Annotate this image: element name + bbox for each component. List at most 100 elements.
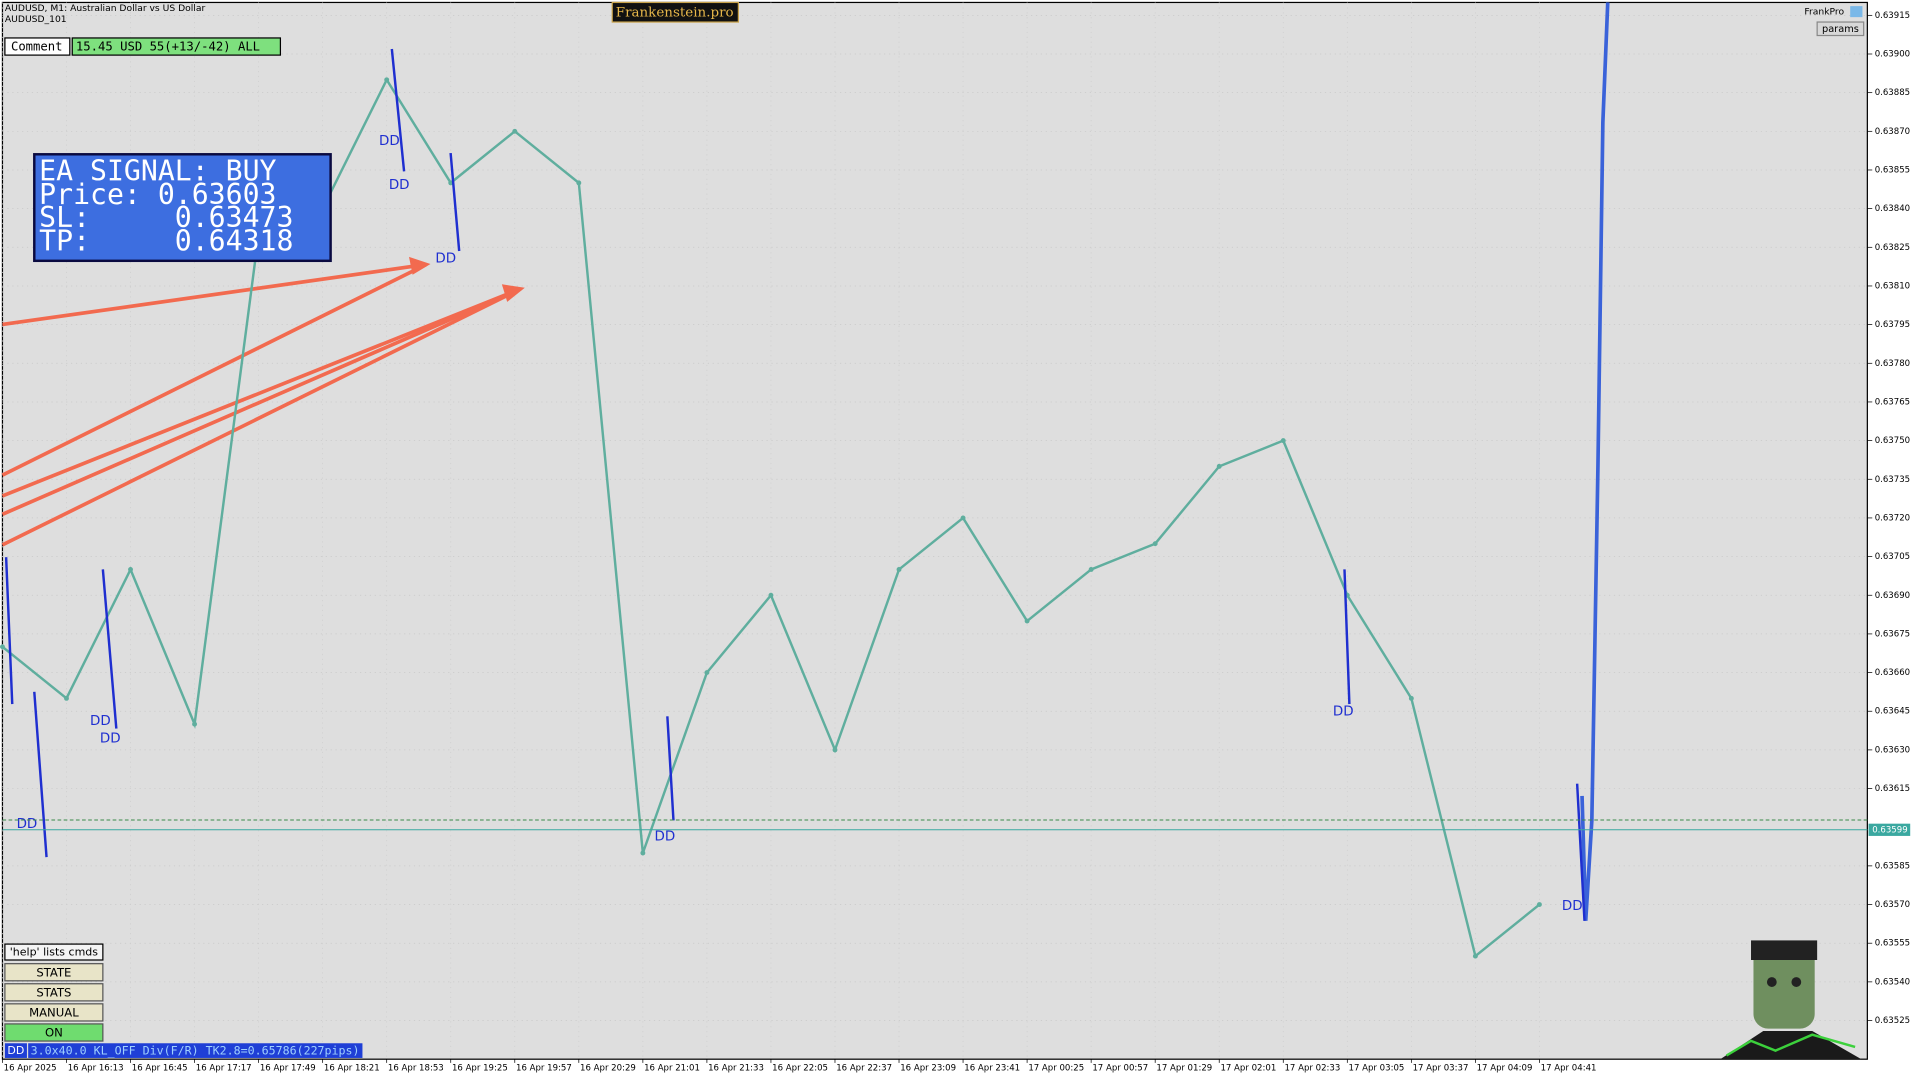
price-point (64, 695, 69, 701)
account-name: FrankPro (1804, 7, 1844, 18)
x-tick-label: 16 Apr 22:37 (836, 1063, 892, 1073)
status-tag: DD (7, 1044, 24, 1057)
comment-value-box (71, 37, 282, 56)
x-tick-label: 17 Apr 04:41 (1541, 1063, 1597, 1073)
y-tick-label: 0.63675 (1875, 629, 1910, 639)
y-tick-label: 0.63660 (1875, 668, 1910, 678)
template-name: AUDUSD_101 (5, 14, 67, 25)
price-point (1088, 567, 1094, 572)
x-tick-label: 16 Apr 19:57 (516, 1063, 572, 1073)
dd-markers (4, 48, 1586, 921)
y-tick-label: 0.63885 (1875, 88, 1910, 98)
y-tick-label: 0.63540 (1875, 977, 1910, 987)
current-price-tag (1868, 823, 1911, 836)
price-point (960, 515, 966, 521)
price-point (1472, 953, 1478, 959)
status-text: 3.0x40.0 KL_OFF Div(F/R) TK2.8=0.65786(2… (31, 1044, 360, 1058)
signal-line: Price: 0.63603 (39, 178, 276, 211)
signal-box (33, 153, 332, 263)
x-tick-label: 16 Apr 18:21 (324, 1063, 380, 1073)
x-tick-label: 17 Apr 00:25 (1028, 1063, 1084, 1073)
signal-arrows (1, 256, 525, 547)
price-point (1152, 541, 1158, 547)
y-tick-label: 0.63570 (1875, 900, 1910, 910)
y-tick-label: 0.63615 (1875, 784, 1910, 794)
price-point (832, 747, 838, 753)
dd-annotation: DD (1333, 704, 1354, 719)
price-point (768, 592, 774, 598)
x-tick-label: 16 Apr 23:41 (964, 1063, 1020, 1073)
y-tick-label: 0.63780 (1875, 359, 1910, 369)
x-tick-label: 16 Apr 21:01 (644, 1063, 700, 1073)
y-tick-label: 0.63525 (1875, 1016, 1910, 1026)
dd-annotation: DD (17, 817, 38, 832)
status-box (28, 1043, 363, 1058)
price-point (576, 180, 582, 186)
x-tick-label: 16 Apr 19:25 (452, 1063, 508, 1073)
price-point (0, 644, 5, 650)
params-label[interactable]: params (1822, 24, 1859, 35)
params-button[interactable] (1816, 21, 1865, 37)
x-tick-label: 16 Apr 23:09 (900, 1063, 956, 1073)
x-tick-label: 16 Apr 2025 (4, 1063, 57, 1073)
indicator-line (1580, 2, 1610, 921)
dd-annotation: DD (379, 134, 400, 149)
x-tick-label: 17 Apr 02:01 (1220, 1063, 1276, 1073)
y-tick-label: 0.63705 (1875, 552, 1910, 562)
price-point (1216, 463, 1222, 469)
x-tick-label: 17 Apr 02:33 (1284, 1063, 1340, 1073)
y-tick-label: 0.63915 (1875, 11, 1910, 21)
panel-button-label[interactable]: STATE (36, 965, 71, 979)
comment-label-box (4, 37, 71, 56)
y-tick-label: 0.63750 (1875, 436, 1910, 446)
dd-annotation: DD (389, 178, 410, 193)
price-point (896, 567, 902, 572)
y-tick-label: 0.63690 (1875, 591, 1910, 601)
y-tick-label: 0.63630 (1875, 745, 1910, 755)
x-tick-label: 16 Apr 18:53 (388, 1063, 444, 1073)
x-tick-label: 16 Apr 17:17 (196, 1063, 252, 1073)
y-tick-label: 0.63900 (1875, 49, 1910, 59)
x-tick-label: 16 Apr 17:49 (260, 1063, 316, 1073)
panel-button-label[interactable]: STATS (36, 985, 71, 999)
y-tick-label: 0.63765 (1875, 397, 1910, 407)
panel-button[interactable] (4, 1003, 104, 1022)
panel-button-label[interactable]: MANUAL (29, 1006, 79, 1020)
brand-box (611, 1, 739, 23)
comment-value: 15.45 USD 55(+13/-42) ALL (76, 40, 260, 54)
price-point (192, 721, 198, 727)
comment-label: Comment (11, 40, 63, 54)
price-point (1408, 695, 1414, 701)
panel-button[interactable] (4, 963, 104, 982)
panel-button[interactable] (4, 1023, 104, 1042)
price-point (1024, 618, 1030, 624)
signal-line: SL: 0.63473 (39, 201, 293, 234)
price-point (128, 567, 133, 572)
current-price-label: 0.63599 (1872, 825, 1907, 835)
y-tick-label: 0.63870 (1875, 127, 1910, 137)
brand: Frankenstein.pro (616, 5, 734, 20)
x-tick-label: 17 Apr 04:09 (1477, 1063, 1533, 1073)
y-tick-label: 0.63840 (1875, 204, 1910, 214)
status-tag-box (4, 1043, 27, 1058)
dd-annotation: DD (90, 714, 111, 729)
y-tick-label: 0.63855 (1875, 165, 1910, 175)
signal-line: EA SIGNAL: BUY (39, 155, 276, 188)
y-tick-label: 0.63555 (1875, 939, 1910, 949)
price-point (1280, 438, 1286, 444)
help-box (4, 943, 104, 961)
x-tick-label: 16 Apr 20:29 (580, 1063, 636, 1073)
y-tick-label: 0.63825 (1875, 243, 1910, 253)
y-tick-label: 0.63720 (1875, 513, 1910, 523)
y-tick-label: 0.63810 (1875, 281, 1910, 291)
x-tick-label: 16 Apr 22:05 (772, 1063, 828, 1073)
panel-button[interactable] (4, 983, 104, 1002)
panel-button-label[interactable]: ON (45, 1026, 63, 1040)
price-point (1536, 902, 1542, 907)
y-tick-label: 0.63795 (1875, 320, 1910, 330)
account-icon (1850, 6, 1863, 18)
button-panel: STATE STATS MANUAL ON (4, 963, 104, 1042)
y-tick-label: 0.63645 (1875, 707, 1910, 717)
price-point (704, 670, 710, 676)
